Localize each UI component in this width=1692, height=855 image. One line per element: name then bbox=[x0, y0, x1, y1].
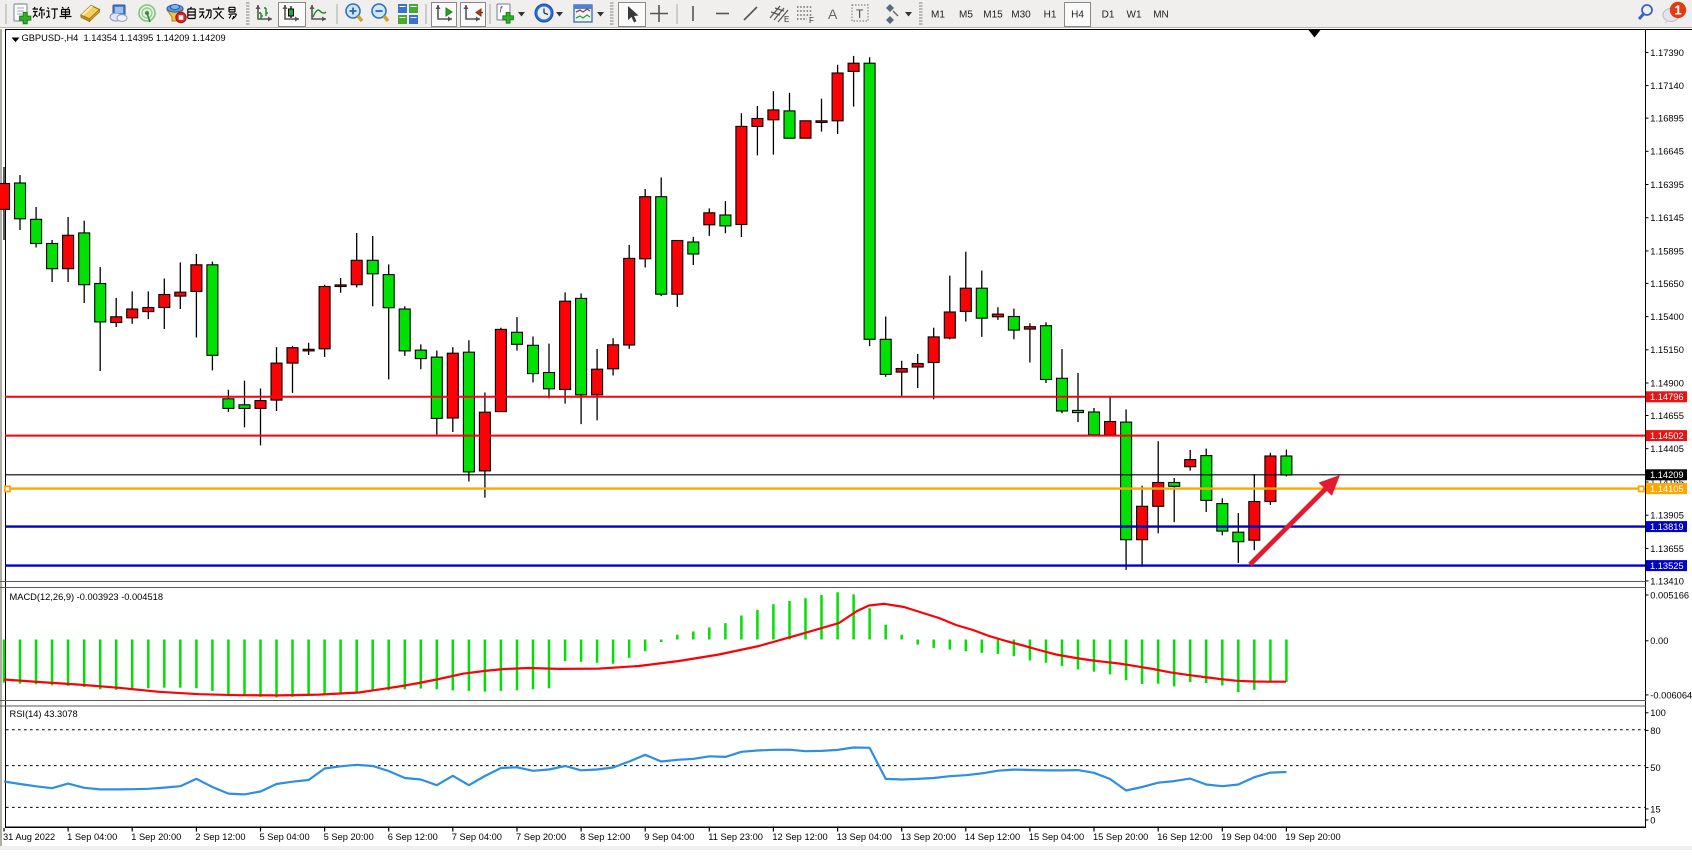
svg-text:RSI(14) 43.3078: RSI(14) 43.3078 bbox=[10, 709, 78, 719]
svg-text:1.16145: 1.16145 bbox=[1650, 213, 1684, 223]
svg-text:12 Sep 12:00: 12 Sep 12:00 bbox=[772, 832, 827, 842]
svg-text:1: 1 bbox=[1674, 3, 1681, 18]
svg-text:1.13410: 1.13410 bbox=[1650, 576, 1684, 586]
svg-text:M1: M1 bbox=[931, 10, 945, 21]
svg-text:13 Sep 20:00: 13 Sep 20:00 bbox=[901, 832, 956, 842]
svg-text:M5: M5 bbox=[959, 10, 973, 21]
svg-text:0.00: 0.00 bbox=[1650, 636, 1668, 646]
svg-text:11 Sep 23:00: 11 Sep 23:00 bbox=[708, 832, 763, 842]
svg-text:5 Sep 20:00: 5 Sep 20:00 bbox=[324, 832, 374, 842]
svg-text:H1: H1 bbox=[1044, 10, 1057, 21]
svg-text:1 Sep 20:00: 1 Sep 20:00 bbox=[131, 832, 181, 842]
svg-text:9 Sep 04:00: 9 Sep 04:00 bbox=[644, 832, 694, 842]
svg-text:6 Sep 12:00: 6 Sep 12:00 bbox=[388, 832, 438, 842]
svg-text:80: 80 bbox=[1650, 726, 1660, 736]
svg-text:1.14155: 1.14155 bbox=[1650, 477, 1684, 487]
svg-text:1.17390: 1.17390 bbox=[1650, 48, 1684, 58]
svg-text:D1: D1 bbox=[1102, 10, 1115, 21]
svg-text:1.15150: 1.15150 bbox=[1650, 345, 1684, 355]
svg-text:H4: H4 bbox=[1071, 10, 1084, 21]
svg-text:1 Sep 04:00: 1 Sep 04:00 bbox=[67, 832, 117, 842]
svg-text:7 Sep 20:00: 7 Sep 20:00 bbox=[516, 832, 566, 842]
svg-text:GBPUSD-,H4 1.14354 1.14395 1.: GBPUSD-,H4 1.14354 1.14395 1.14209 1.142… bbox=[22, 33, 226, 43]
svg-text:1.17140: 1.17140 bbox=[1650, 81, 1684, 91]
svg-text:15 Sep 04:00: 15 Sep 04:00 bbox=[1029, 832, 1084, 842]
svg-text:8 Sep 12:00: 8 Sep 12:00 bbox=[580, 832, 630, 842]
svg-text:M30: M30 bbox=[1011, 10, 1031, 21]
svg-text:50: 50 bbox=[1650, 763, 1660, 773]
svg-text:19 Sep 20:00: 19 Sep 20:00 bbox=[1285, 832, 1340, 842]
svg-text:1.14502: 1.14502 bbox=[1650, 431, 1684, 441]
svg-text:MN: MN bbox=[1153, 10, 1169, 21]
svg-text:1.14209: 1.14209 bbox=[1650, 470, 1684, 480]
svg-text:13 Sep 04:00: 13 Sep 04:00 bbox=[837, 832, 892, 842]
svg-text:14 Sep 12:00: 14 Sep 12:00 bbox=[965, 832, 1020, 842]
svg-text:f: f bbox=[500, 5, 504, 15]
svg-text:A: A bbox=[828, 6, 838, 22]
svg-text:5 Sep 04:00: 5 Sep 04:00 bbox=[260, 832, 310, 842]
svg-text:2 Sep 12:00: 2 Sep 12:00 bbox=[195, 832, 245, 842]
svg-text:19 Sep 04:00: 19 Sep 04:00 bbox=[1221, 832, 1276, 842]
svg-text:1.14796: 1.14796 bbox=[1650, 392, 1684, 402]
svg-text:-0.006064: -0.006064 bbox=[1650, 690, 1692, 700]
svg-text:1.15400: 1.15400 bbox=[1650, 312, 1684, 322]
svg-text:1.13525: 1.13525 bbox=[1650, 561, 1684, 571]
svg-text:1.15895: 1.15895 bbox=[1650, 246, 1684, 256]
svg-text:F: F bbox=[809, 16, 814, 25]
svg-text:T: T bbox=[856, 7, 864, 21]
svg-text:E: E bbox=[784, 15, 789, 24]
svg-text:31 Aug 2022: 31 Aug 2022 bbox=[3, 832, 55, 842]
svg-text:15: 15 bbox=[1650, 804, 1660, 814]
svg-text:7 Sep 04:00: 7 Sep 04:00 bbox=[452, 832, 502, 842]
svg-text:1.14405: 1.14405 bbox=[1650, 444, 1684, 454]
svg-text:MACD(12,26,9) -0.003923 -0.004: MACD(12,26,9) -0.003923 -0.004518 bbox=[10, 592, 164, 602]
svg-text:M15: M15 bbox=[983, 10, 1003, 21]
svg-text:1.16395: 1.16395 bbox=[1650, 180, 1684, 190]
svg-text:1.14105: 1.14105 bbox=[1650, 484, 1684, 494]
svg-text:0: 0 bbox=[1650, 815, 1655, 825]
svg-text:1.14655: 1.14655 bbox=[1650, 411, 1684, 421]
svg-text:1.13905: 1.13905 bbox=[1650, 511, 1684, 521]
svg-text:1.15650: 1.15650 bbox=[1650, 279, 1684, 289]
svg-text:16 Sep 12:00: 16 Sep 12:00 bbox=[1157, 832, 1212, 842]
svg-text:0.005166: 0.005166 bbox=[1650, 590, 1689, 600]
svg-text:1.16895: 1.16895 bbox=[1650, 114, 1684, 124]
svg-text:1.13819: 1.13819 bbox=[1650, 522, 1684, 532]
svg-text:1.16645: 1.16645 bbox=[1650, 147, 1684, 157]
svg-text:100: 100 bbox=[1650, 708, 1666, 718]
svg-text:15 Sep 20:00: 15 Sep 20:00 bbox=[1093, 832, 1148, 842]
svg-text:1.13655: 1.13655 bbox=[1650, 544, 1684, 554]
svg-text:W1: W1 bbox=[1127, 10, 1142, 21]
svg-text:1.14900: 1.14900 bbox=[1650, 378, 1684, 388]
